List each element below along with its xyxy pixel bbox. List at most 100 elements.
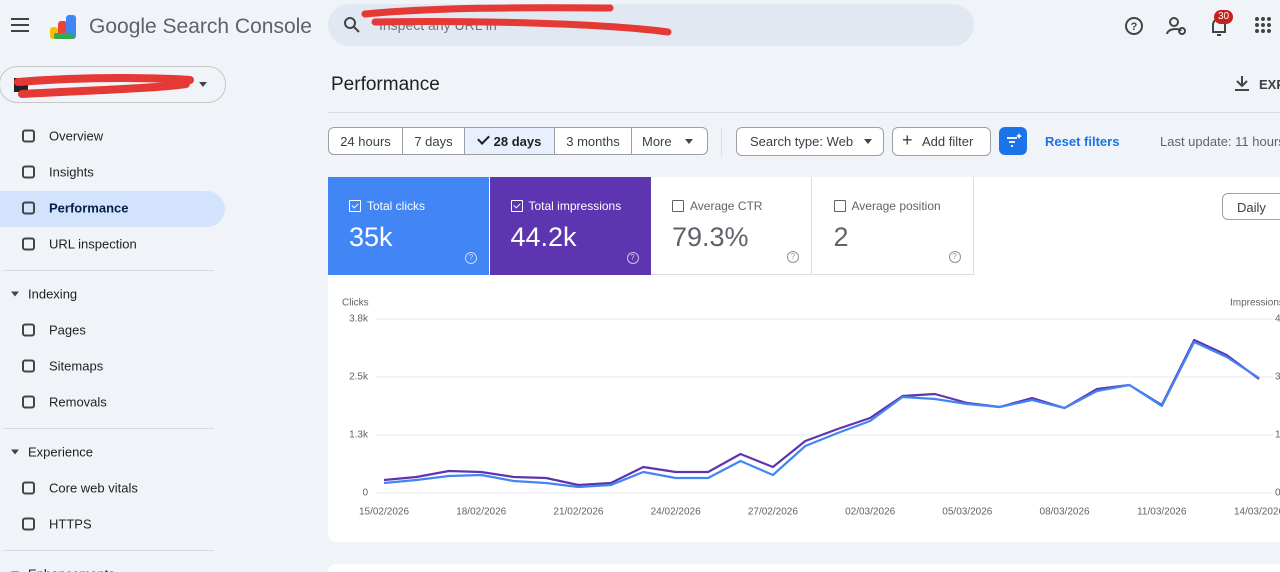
last-update: Last update: 11 hours ago [1160, 134, 1280, 149]
x-tick-label: 18/02/2026 [456, 507, 506, 518]
granularity-label: Daily [1237, 200, 1266, 215]
x-tick-label: 11/03/2026 [1137, 507, 1187, 518]
admin-icon[interactable] [1166, 15, 1188, 37]
range-label: 24 hours [340, 134, 391, 149]
metric-label: Total clicks [367, 199, 426, 213]
x-tick-label: 24/02/2026 [651, 507, 701, 518]
metric-card[interactable]: Average CTR 79.3%? [651, 177, 812, 275]
x-tick-label: 27/02/2026 [748, 507, 798, 518]
metric-label: Average position [851, 199, 941, 213]
x-tick-label: 05/03/2026 [942, 507, 992, 518]
x-tick-label: 08/03/2026 [1040, 507, 1090, 518]
search-type-button[interactable]: Search type: Web [736, 127, 884, 156]
y2-tick-label: 4.8k [1275, 314, 1280, 325]
section-title[interactable]: Indexing [28, 286, 78, 302]
check-icon [351, 201, 359, 209]
url-inspection-icon [22, 237, 35, 251]
help-icon[interactable]: ? [787, 251, 799, 263]
nav-item[interactable]: Overview [49, 128, 104, 144]
nav-icon [22, 517, 35, 531]
metric-card[interactable]: Average position 2? [812, 177, 974, 275]
filter-toggle[interactable] [999, 127, 1028, 156]
range-option[interactable]: More [631, 127, 708, 155]
help-icon[interactable]: ? [948, 251, 961, 263]
range-label: 28 days [493, 134, 542, 149]
nav-item[interactable]: Performance [49, 200, 129, 216]
range-label: 3 months [566, 134, 620, 149]
menu-icon[interactable] [11, 17, 31, 33]
home-icon [22, 129, 35, 143]
x-tick-label: 02/03/2026 [845, 507, 895, 518]
help-icon[interactable]: ? [626, 252, 639, 264]
range-option[interactable]: 3 months [554, 127, 632, 155]
range-option[interactable]: 24 hours [328, 127, 403, 155]
metric-checkbox [510, 200, 523, 212]
help-icon[interactable]: ? [1123, 15, 1145, 37]
reset-filters[interactable]: Reset filters [1045, 134, 1120, 149]
help-icon[interactable]: ? [465, 252, 477, 264]
y-tick-label: 2.5k [349, 372, 369, 383]
metric-value: 44.2k [510, 222, 577, 252]
redaction [14, 74, 207, 98]
y2-tick-label: 3.2k [1275, 372, 1280, 383]
search-type-label: Search type: Web [750, 134, 854, 149]
product-name: Google Search Console [89, 15, 312, 38]
y-tick-label: 1.3k [349, 430, 369, 441]
metric-card[interactable]: Total clicks 35k? [328, 177, 489, 275]
nav-item[interactable]: Pages [49, 322, 86, 338]
metric-value: 2 [833, 222, 849, 252]
range-option[interactable]: 28 days [464, 127, 555, 155]
metric-label: Average CTR [690, 199, 763, 213]
nav-item[interactable]: URL inspection [49, 236, 137, 252]
page-title: Performance [331, 74, 440, 95]
section-title[interactable]: Enhancements [28, 567, 115, 572]
divider [3, 428, 214, 429]
y2-axis-title: Impressions [1230, 298, 1280, 309]
nav-item[interactable]: Insights [49, 164, 94, 180]
granularity-dropdown[interactable]: Daily [1222, 193, 1280, 220]
section-title[interactable]: Experience [28, 444, 94, 460]
add-filter-button[interactable]: + Add filter [892, 127, 991, 156]
logo-icon [50, 15, 76, 39]
range-label: 7 days [414, 134, 453, 149]
check-icon [477, 132, 490, 145]
y-tick-label: 3.8k [349, 314, 369, 325]
dropdown-arrow [685, 139, 693, 144]
chart: Clicks Impressions 0 1.3k 2.5k 3.8k 0 1.6k 3.2k 4… [342, 298, 1280, 518]
range-option[interactable]: 7 days [402, 127, 465, 155]
add-filter-label: Add filter [922, 134, 974, 149]
divider [721, 127, 722, 156]
section-toggle[interactable] [11, 291, 19, 297]
divider [328, 112, 1280, 113]
plus-icon: + [902, 130, 913, 150]
y2-tick-label: 1.6k [1275, 430, 1280, 441]
metric-checkbox [833, 200, 846, 212]
y-tick-label: 0 [362, 488, 368, 499]
redaction [361, 4, 672, 36]
notification-badge: 30 [1214, 10, 1233, 24]
metric-checkbox [672, 200, 684, 212]
metric-card[interactable]: Total impressions 44.2k? [489, 177, 651, 275]
data-line [383, 338, 1260, 487]
nav-icon [22, 359, 35, 373]
nav-icon [22, 323, 35, 337]
apps-icon[interactable] [1255, 17, 1273, 35]
section-toggle[interactable] [11, 449, 19, 455]
y2-tick-label: 0 [1275, 488, 1280, 499]
nav-item[interactable]: Core web vitals [49, 480, 138, 496]
nav-icon [22, 395, 35, 409]
range-label: More [642, 134, 672, 149]
nav-item[interactable]: Removals [49, 394, 107, 410]
x-tick-label: 15/02/2026 [359, 507, 409, 518]
check-icon [512, 201, 521, 209]
export-button[interactable]: EXPORT [1259, 77, 1280, 92]
nav-item[interactable]: Sitemaps [49, 358, 104, 374]
active-nav-highlight [0, 191, 225, 227]
export-icon[interactable] [1234, 75, 1250, 93]
insights-icon [22, 165, 35, 179]
svg-text:?: ? [1131, 21, 1138, 33]
nav-item[interactable]: HTTPS [49, 516, 92, 532]
divider [3, 550, 214, 551]
metric-checkbox [349, 200, 361, 212]
